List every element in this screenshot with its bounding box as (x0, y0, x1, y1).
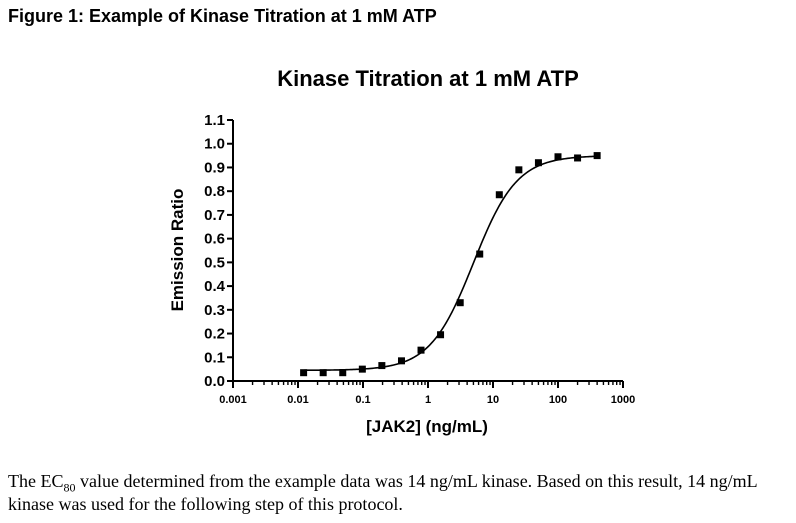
data-point (515, 166, 523, 174)
fit-curve (303, 155, 598, 372)
data-point (593, 152, 601, 160)
data-point (397, 357, 405, 365)
result-description: The EC80 value determined from the examp… (8, 470, 793, 516)
chart-title: Kinase Titration at 1 mM ATP (277, 66, 579, 91)
y-tick-label: 0.8 (204, 183, 225, 200)
y-tick-label: 0.0 (204, 373, 225, 390)
y-tick-label: 0.2 (204, 326, 225, 343)
data-point (495, 191, 503, 199)
x-tick-label: 100 (549, 394, 567, 406)
data-point (456, 299, 464, 307)
x-tick-label: 0.001 (219, 394, 247, 406)
data-point (437, 331, 445, 339)
data-point (417, 346, 425, 354)
tick-labels: 0.0 0.1 0.2 0.3 0.4 0.5 0.6 0.7 0.8 0.9 1.0 1.1 0.00… (204, 112, 635, 406)
figure-caption: Figure 1: Example of Kinase Titration at… (8, 6, 437, 26)
data-point (534, 159, 542, 167)
data-point (300, 369, 308, 377)
data-point (476, 250, 484, 258)
data-point (378, 362, 386, 370)
y-tick-label: 1.1 (204, 112, 225, 129)
y-axis-title: Emission Ratio (168, 189, 187, 312)
y-tick-label: 0.9 (204, 159, 225, 176)
tick-marks (227, 119, 624, 388)
y-tick-label: 0.6 (204, 231, 225, 248)
kinase-titration-chart: 0.0 0.1 0.2 0.3 0.4 0.5 0.6 0.7 0.8 0.9 1.0 1.1 0.00… (168, 112, 635, 436)
x-tick-label: 0.1 (355, 394, 370, 406)
y-tick-label: 0.5 (204, 254, 225, 271)
data-point (554, 153, 562, 161)
x-axis-title: [JAK2] (ng/mL) (366, 417, 488, 436)
data-point (339, 369, 347, 377)
x-tick-label: 0.01 (287, 394, 308, 406)
body-text-part1: The EC (8, 471, 64, 491)
y-tick-label: 0.3 (204, 302, 225, 319)
data-point (574, 154, 582, 162)
body-text-part2: value determined from the example data w… (8, 471, 757, 514)
y-tick-label: 0.4 (204, 278, 226, 295)
x-tick-label: 10 (487, 394, 499, 406)
x-tick-label: 1000 (611, 394, 635, 406)
data-point (358, 365, 366, 373)
y-tick-label: 0.7 (204, 207, 225, 224)
x-tick-label: 1 (425, 394, 431, 406)
body-text-subscript: 80 (63, 480, 76, 495)
data-points (300, 152, 601, 377)
data-point (319, 369, 327, 377)
y-tick-label: 0.1 (204, 349, 225, 366)
y-tick-label: 1.0 (204, 136, 225, 153)
